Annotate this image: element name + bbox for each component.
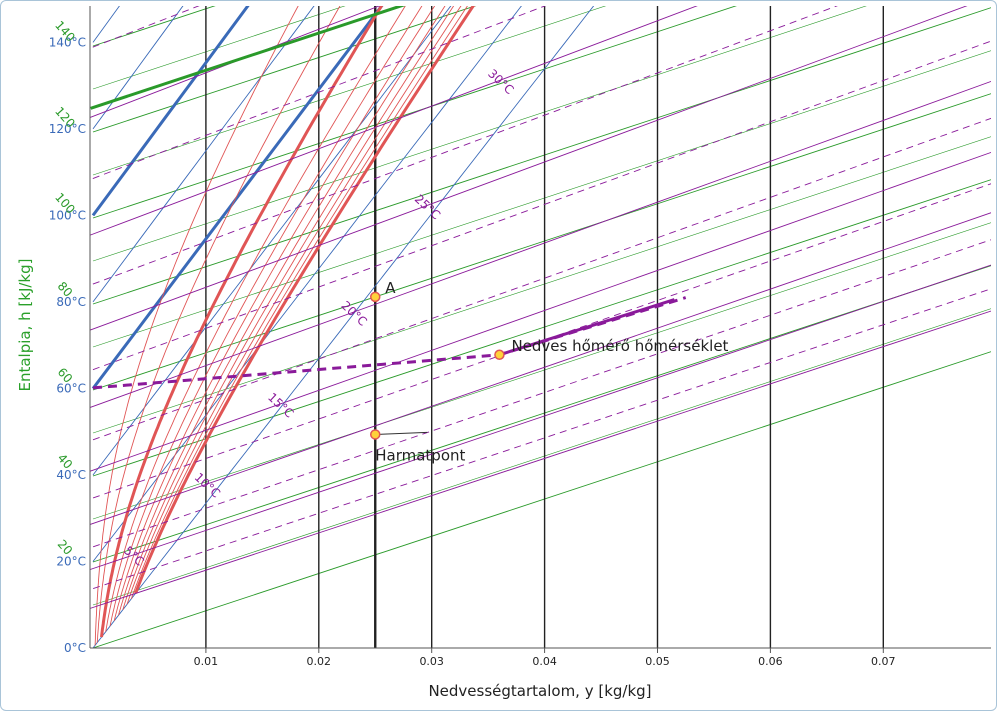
wet-bulb-label-4: 25°C xyxy=(412,192,443,222)
point-marker-1 xyxy=(370,429,381,440)
chart-grid xyxy=(90,0,997,648)
wet-bulb-label-1: 10°C xyxy=(192,470,223,500)
enthalpy-line-110 xyxy=(92,6,607,176)
enthalpy-line-150 xyxy=(93,0,997,3)
wet-bulb-line-5 xyxy=(90,264,991,571)
temperature-tick-label-4: 80°C xyxy=(56,295,86,309)
enthalpy-line-70 xyxy=(92,50,991,348)
x-axis-label: Nedvességtartalom, y [kg/kg] xyxy=(428,682,651,700)
wet-bulb-line-2.5 xyxy=(90,288,991,591)
wet-bulb-line-15 xyxy=(90,151,991,472)
highlight-wet-bulb-line xyxy=(498,298,675,357)
rh-curve-10 xyxy=(96,6,341,643)
rh-curve-40 xyxy=(109,6,423,627)
enthalpy-line-50 xyxy=(92,136,991,434)
wet-bulb-line-17.5 xyxy=(90,117,991,442)
wet-bulb-label-5: 30°C xyxy=(485,67,516,97)
rh-curve-80 xyxy=(126,6,462,605)
x-tick-label-1: 0.02 xyxy=(307,655,332,668)
highlight-enthalpy-line xyxy=(90,6,406,110)
x-tick-label-5: 0.06 xyxy=(758,655,783,668)
wet-bulb-line-25 xyxy=(90,6,968,331)
rh-curve-100 xyxy=(134,6,475,594)
point-marker-2 xyxy=(494,349,505,361)
wet-bulb-line-12.5 xyxy=(90,183,991,500)
x-tick-label-0: 0.01 xyxy=(194,655,219,668)
wet-bulb-line-10 xyxy=(90,212,991,525)
enthalpy-line-0 xyxy=(92,351,991,648)
temperature-tick-label-1: 20°C xyxy=(56,554,86,568)
point-label-2: Nedves hőmérő hőmérséklet xyxy=(511,337,728,355)
rh-curve-5 xyxy=(94,6,299,646)
temperature-tick-label-6: 120°C xyxy=(49,122,86,136)
point-marker-0 xyxy=(370,291,381,303)
wet-bulb-line-27.5 xyxy=(90,6,838,286)
isotherm-40 xyxy=(92,6,452,476)
rh-curve-20 xyxy=(100,6,384,638)
x-tick-label-4: 0.05 xyxy=(645,655,670,668)
x-tick-label-6: 0.07 xyxy=(871,655,896,668)
harmatpont-leader-line xyxy=(375,431,428,435)
point-label-0: A xyxy=(385,279,396,297)
wet-bulb-line-35 xyxy=(90,6,381,119)
isotherm-140 xyxy=(92,6,120,43)
temperature-tick-label-7: 140°C xyxy=(49,35,86,49)
isotherm-80 xyxy=(92,6,315,303)
wet-bulb-line-7.5 xyxy=(90,239,991,549)
chart-labels: 0.01 0.02 0.03 0.04 0.05 0.06 0.07 0°C 20°C 40°C 6… xyxy=(49,18,896,668)
enthalpy-line-90 xyxy=(92,6,867,262)
enthalpy-line-10 xyxy=(92,308,991,606)
wet-bulb-label-2: 15°C xyxy=(265,390,296,420)
rh-curve-30 xyxy=(105,6,406,632)
y-axis-label: Entalpia, h [kJ/kg] xyxy=(16,259,34,392)
wet-bulb-line-30 xyxy=(90,6,698,236)
temperature-tick-label-0: 0°C xyxy=(64,641,86,655)
isotherm-100 xyxy=(91,6,250,217)
wet-bulb-line-20 xyxy=(90,80,991,408)
enthalpy-line-130 xyxy=(92,6,346,90)
enthalpy-line-40 xyxy=(92,179,991,477)
wet-bulb-label-0: 5°C xyxy=(121,543,147,568)
rh-curve-50 xyxy=(113,6,436,621)
temperature-tick-label-2: 40°C xyxy=(56,468,86,482)
isotherm-0 xyxy=(92,6,595,648)
enthalpy-line-60 xyxy=(92,93,991,391)
chart-axes xyxy=(89,6,991,653)
enthalpy-line-30 xyxy=(92,222,991,520)
enthalpy-line-100 xyxy=(92,6,737,219)
rh-curve-70 xyxy=(122,6,455,610)
x-tick-label-3: 0.04 xyxy=(532,655,557,668)
wet-bulb-line-0 xyxy=(90,310,991,609)
x-tick-label-2: 0.03 xyxy=(419,655,444,668)
enthalpy-line-120 xyxy=(92,6,477,133)
isotherm-60 xyxy=(91,6,384,390)
rh-curve-60 xyxy=(118,6,446,616)
temperature-tick-label-3: 60°C xyxy=(56,381,86,395)
rh-curve-90 xyxy=(130,6,468,600)
enthalpy-line-80 xyxy=(92,7,991,305)
wet-bulb-label-3: 20°C xyxy=(338,298,369,328)
wet-bulb-line-22.5 xyxy=(90,40,991,372)
temperature-tick-label-5: 100°C xyxy=(49,208,86,222)
point-label-1: Harmatpont xyxy=(375,446,465,464)
